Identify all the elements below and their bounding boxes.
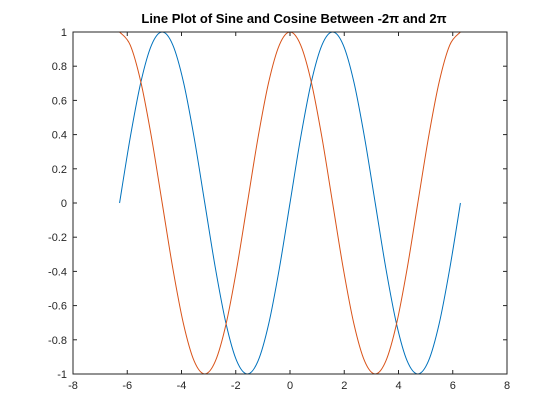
chart-title: Line Plot of Sine and Cosine Between -2π… bbox=[141, 11, 446, 26]
x-tick-label: 0 bbox=[287, 380, 293, 392]
x-tick-label: -4 bbox=[177, 380, 187, 392]
x-tick-label: 8 bbox=[504, 380, 510, 392]
y-tick-label: -0.2 bbox=[48, 232, 67, 244]
y-tick-label: 0.8 bbox=[52, 61, 67, 73]
x-tick-label: -2 bbox=[231, 380, 241, 392]
y-tick-label: -0.4 bbox=[48, 266, 67, 278]
y-tick-label: -0.8 bbox=[48, 335, 67, 347]
y-tick-label: 0 bbox=[61, 198, 67, 210]
y-tick-label: -0.6 bbox=[48, 301, 67, 313]
x-tick-label: -6 bbox=[122, 380, 132, 392]
y-tick-label: 0.2 bbox=[52, 164, 67, 176]
x-tick-label: 2 bbox=[341, 380, 347, 392]
y-tick-label: -1 bbox=[57, 369, 67, 381]
x-tick-label: 6 bbox=[450, 380, 456, 392]
y-tick-label: 1 bbox=[61, 27, 67, 39]
y-tick-label: 0.4 bbox=[52, 130, 67, 142]
x-tick-label: 4 bbox=[395, 380, 401, 392]
series-1-line bbox=[119, 31, 461, 375]
x-tick-label: -8 bbox=[68, 380, 78, 392]
axes-layer: -8 -6 -4 -2 0 2 4 6 8 -1 -0.8 -0.6 -0.4 -0.2 0 0.2 0.4 0.… bbox=[48, 27, 510, 392]
y-tick-label: 0.6 bbox=[52, 95, 67, 107]
